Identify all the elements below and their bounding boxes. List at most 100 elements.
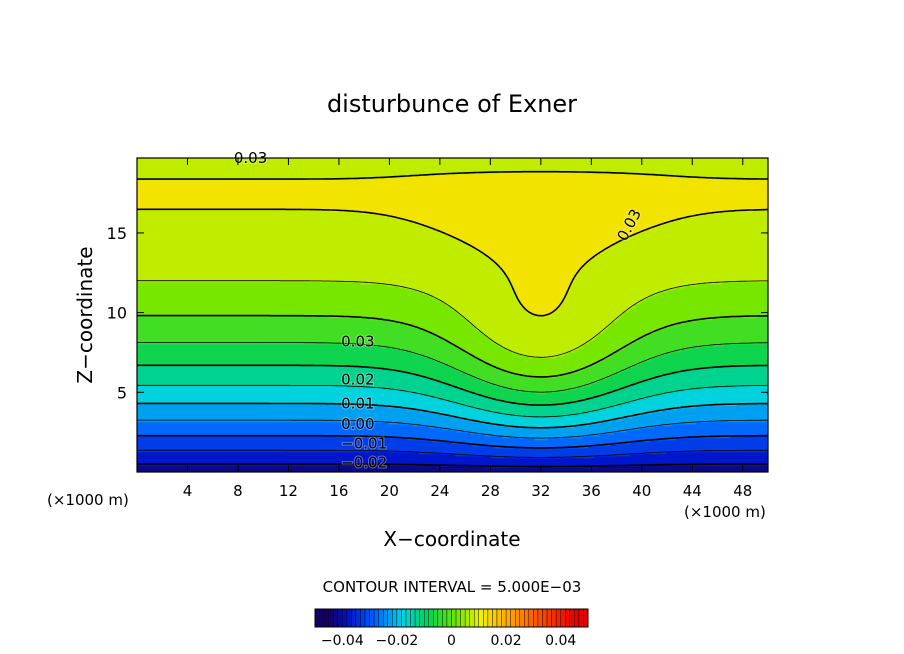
colorbar-tick-label: 0 [447,633,456,649]
x-tick-label: 20 [380,482,399,500]
colorbar-cell [510,608,516,628]
colorbar-cell [474,608,480,628]
colorbar-cell [428,608,434,628]
x-tick-label: 44 [683,482,702,500]
contour-line [137,342,768,393]
colorbar-cell [405,608,411,628]
colorbar-cell [565,608,571,628]
plot-frame [136,157,769,473]
x-tick-label: 48 [733,482,752,500]
colorbar-cell [342,608,348,628]
x-tick-label: 32 [531,482,550,500]
y-axis-ticks: 5 10 15 [107,224,768,402]
colorbar-cell [414,608,420,628]
x-tick-label: 36 [582,482,601,500]
colorbar-cell [455,608,461,628]
colorbar-cell [314,608,320,628]
colorbar-cell [351,608,357,628]
colorbar-cell [442,608,448,628]
colorbar-cell [323,608,329,628]
x-tick-label: 4 [183,482,193,500]
colorbar-cell [478,608,484,628]
x-tick-label: 12 [279,482,298,500]
colorbar-cell [574,608,580,628]
contour-line [137,170,768,317]
colorbar-tick-labels: −0.04 −0.02 0 0.02 0.04 [321,633,577,649]
colorbar-cell [487,608,493,628]
chart-title: disturbunce of Exner [327,90,577,118]
colorbar-cell [360,608,366,628]
colorbar-cell [583,608,589,628]
colorbar-cell [328,608,334,628]
contour-label: 0.01 [341,394,374,412]
x-axis-ticks: 4 8 12 16 20 24 28 32 36 40 44 48 [183,158,752,500]
x-tick-label: 16 [329,482,348,500]
colorbar-cell [333,608,338,628]
colorbar-cell [373,608,379,628]
colorbar-cell [505,608,511,628]
x-unit-left: (×1000 m) [47,491,129,509]
colorbar-cell [551,608,557,628]
colorbar-cell [364,608,370,628]
colorbar-tick-label: −0.02 [375,633,418,649]
colorbar-cell [524,608,530,628]
contour-interval-text: CONTOUR INTERVAL = 5.000E−03 [323,578,582,596]
colorbar-cell [419,608,425,628]
x-axis-label: X−coordinate [383,527,520,551]
contour-label: 0.03 [341,332,374,350]
y-tick-label: 10 [107,304,127,323]
colorbar-cell [383,608,389,628]
colorbar-cell [501,608,507,628]
colorbar-cell [346,608,352,628]
contour-line [137,463,768,468]
colorbar-frame [314,608,589,628]
colorbar-cell [464,608,470,628]
contour-line [137,434,768,449]
colorbar-tick-label: 0.04 [545,633,576,649]
colorbar-cell [378,608,384,628]
contour-line [137,314,768,378]
colorbar-cell [424,608,429,628]
colorbar-cell [519,608,525,628]
colorbar-cell [369,608,375,628]
contour-label: −0.02 [341,453,387,471]
colorbar-cell [446,608,452,628]
colorbar-cell [537,608,543,628]
colorbar-cell [319,608,325,628]
colorbar-cell [555,608,561,628]
x-tick-label: 40 [632,482,651,500]
colorbar-tick-label: 0.02 [491,633,522,649]
colorbar-cell [433,608,439,628]
contour-label: −0.01 [341,434,387,452]
colorbar-cells [314,608,589,628]
colorbar-cell [578,608,584,628]
colorbar-cell [355,608,361,628]
colorbar-cell [401,608,407,628]
contour-line [137,280,768,358]
contour-line [137,419,768,439]
y-axis-label: Z−coordinate [73,246,97,383]
contour-line [137,402,768,429]
colorbar-cell [469,608,475,628]
y-tick-label: 15 [107,224,127,243]
contour-line [137,384,768,418]
contour-label: 0.00 [341,415,374,433]
colorbar-cell [528,608,534,628]
y-tick-label: 5 [117,383,127,402]
contour-label: 0.02 [341,371,374,389]
colorbar-cell [542,608,548,628]
plot-area: 0.030.030.030.020.010.00−0.01−0.02 4 8 12 1… [107,148,769,500]
colorbar-cell [437,608,443,628]
colorbar-cell [546,608,552,628]
colorbar-tick-label: −0.04 [321,633,364,649]
x-tick-label: 8 [233,482,243,500]
colorbar-cell [396,608,402,628]
colorbar-cell [410,608,416,628]
x-tick-label: 28 [481,482,500,500]
colorbar-cell [337,608,343,628]
colorbar-cell [569,608,575,628]
colorbar-cell [515,608,520,628]
colorbar-cell [492,608,498,628]
colorbar-cell [460,608,466,628]
